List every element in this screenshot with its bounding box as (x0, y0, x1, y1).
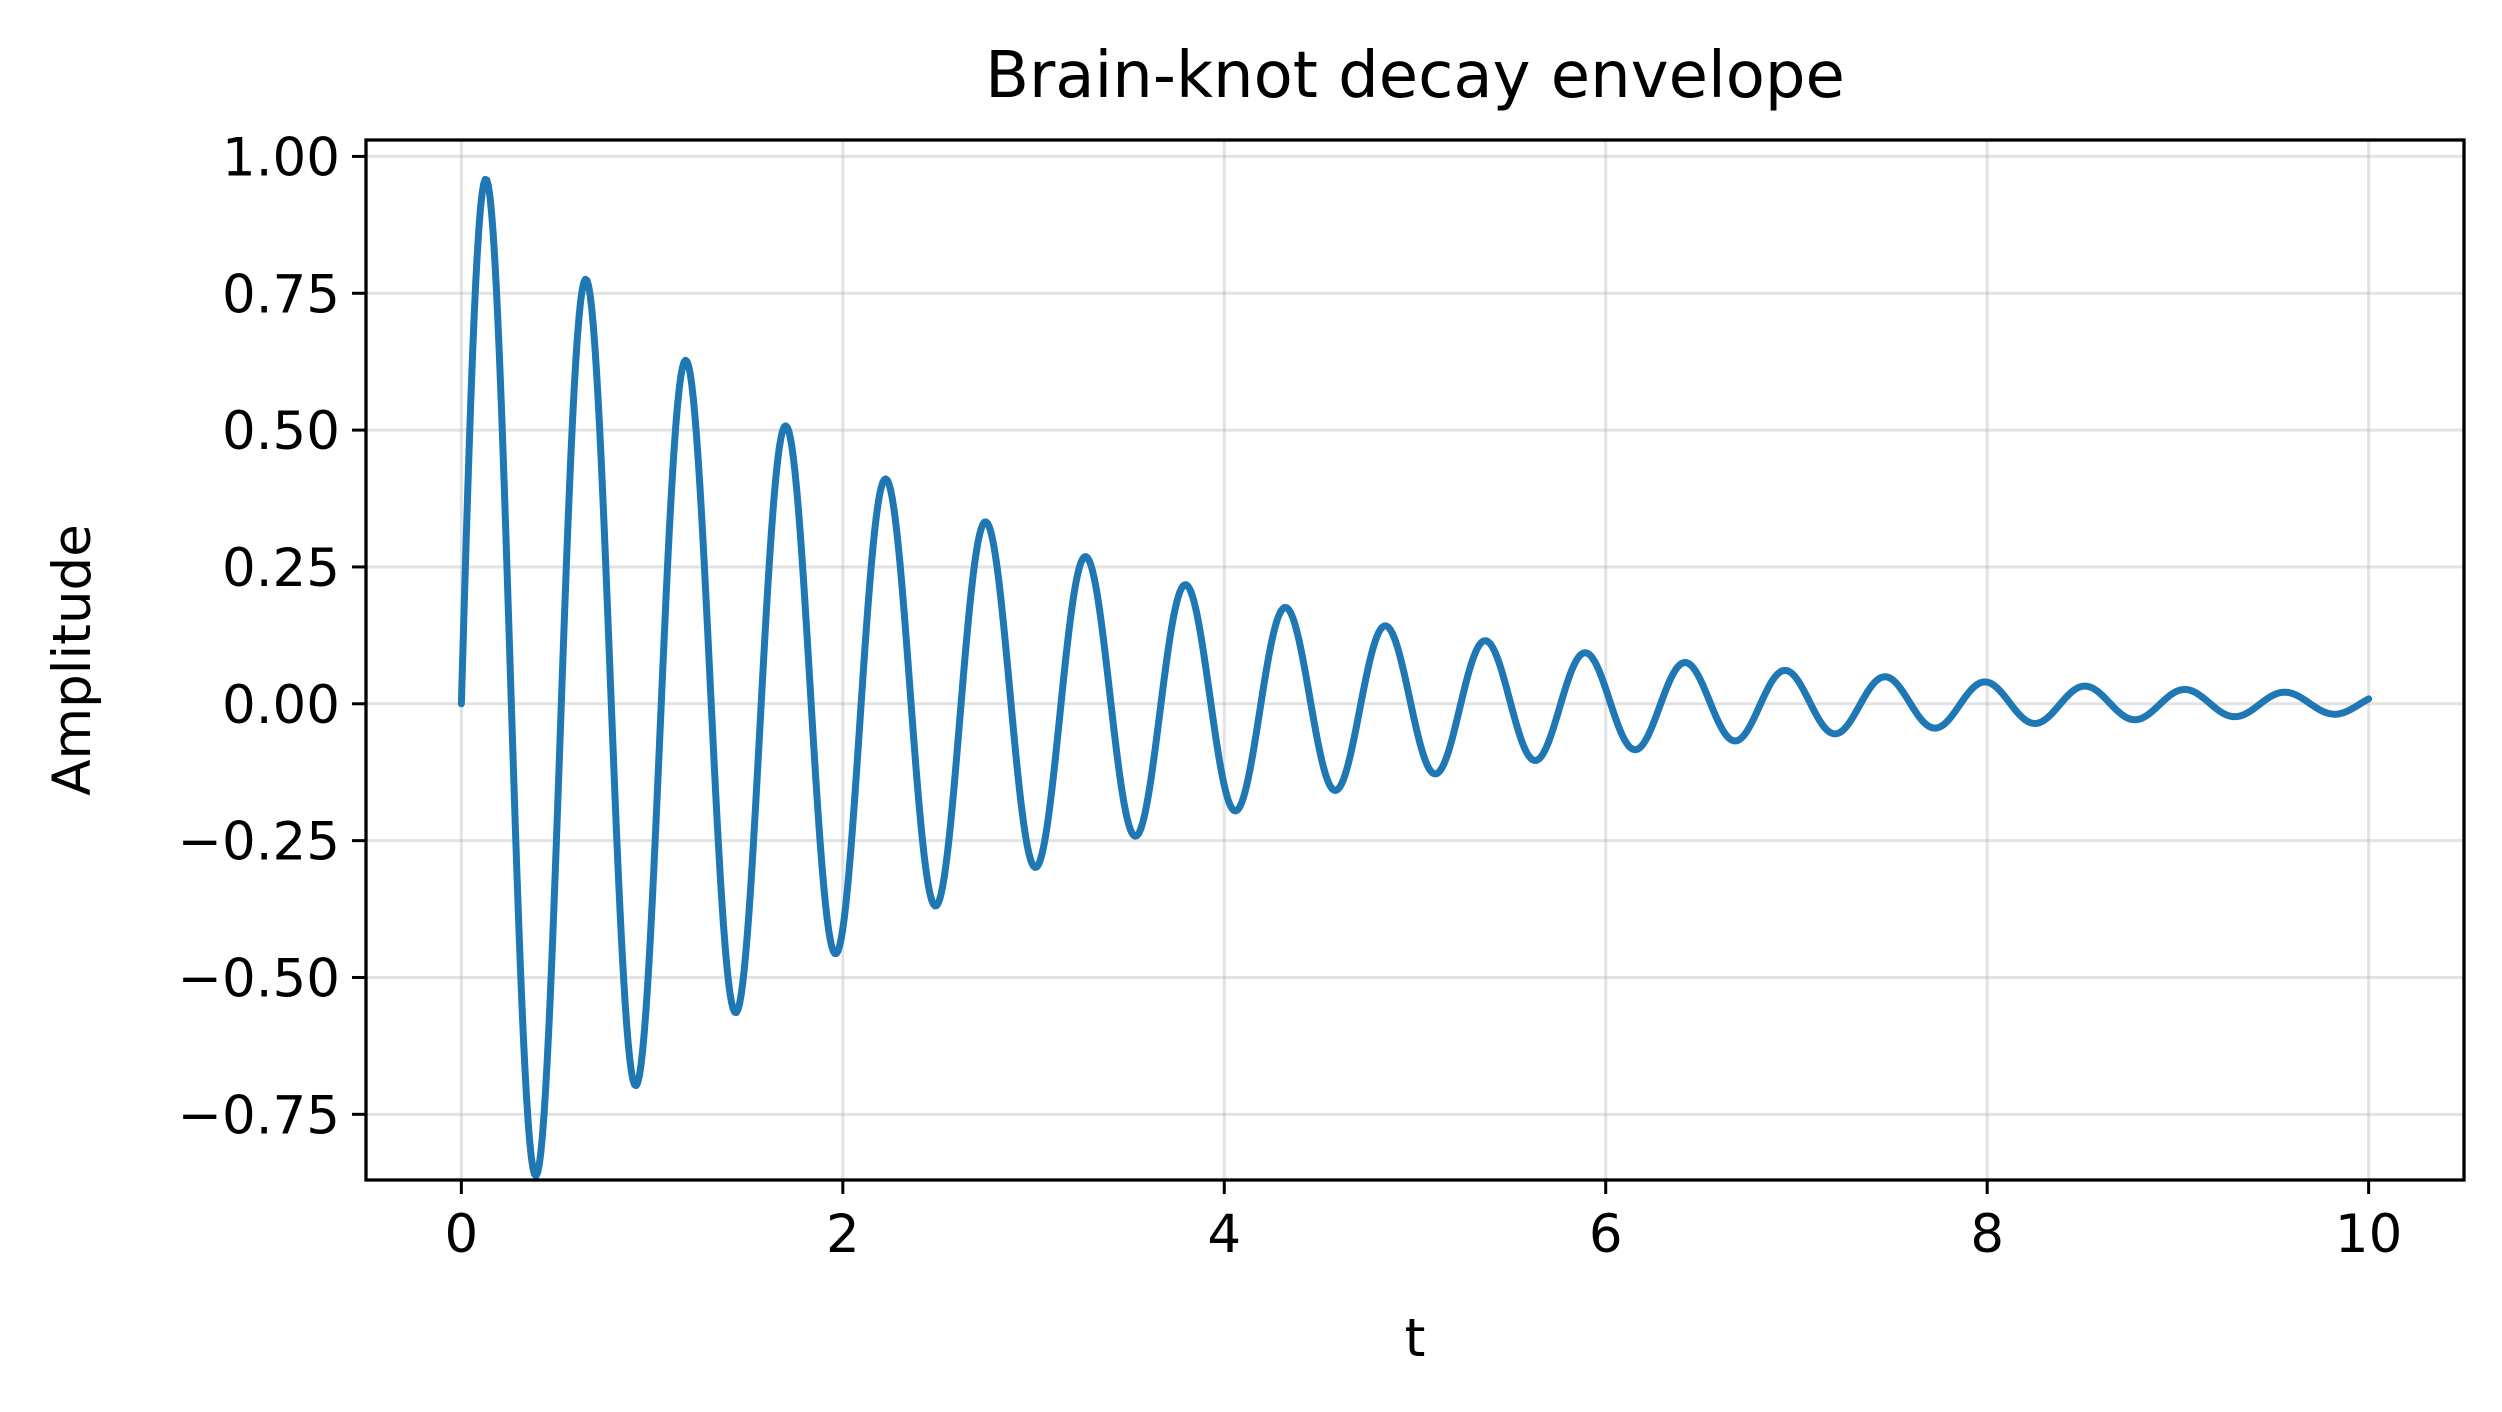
y-axis: 1.00 0.75 0.50 0.25 0.00 −0.25 −0.50 −0.75 (178, 127, 366, 1146)
y-tick-label: 0.75 (222, 264, 340, 325)
x-tick-label: 8 (1970, 1204, 2004, 1265)
x-axis: 0 2 4 6 8 10 (444, 1180, 2402, 1265)
chart-title: Brain-knot decay envelope (985, 39, 1845, 113)
y-tick-label: −0.75 (178, 1085, 340, 1146)
x-tick-label: 2 (826, 1204, 860, 1265)
y-axis-label: Amplitude (42, 524, 103, 796)
x-tick-label: 6 (1589, 1204, 1623, 1265)
series-line-0 (457, 175, 2373, 1180)
y-tick-label: 0.00 (222, 675, 340, 736)
x-axis-label: t (1405, 1308, 1426, 1369)
grid (366, 140, 2464, 1180)
y-tick-label: 0.25 (222, 538, 340, 599)
y-tick-label: 0.50 (222, 401, 340, 462)
x-tick-label: 10 (2335, 1204, 2402, 1265)
x-tick-label: 0 (444, 1204, 478, 1265)
plot-frame (364, 138, 2466, 1182)
y-tick-label: 1.00 (222, 127, 340, 188)
y-tick-label: −0.50 (178, 948, 340, 1009)
y-tick-label: −0.25 (178, 812, 340, 873)
x-tick-label: 4 (1207, 1204, 1241, 1265)
